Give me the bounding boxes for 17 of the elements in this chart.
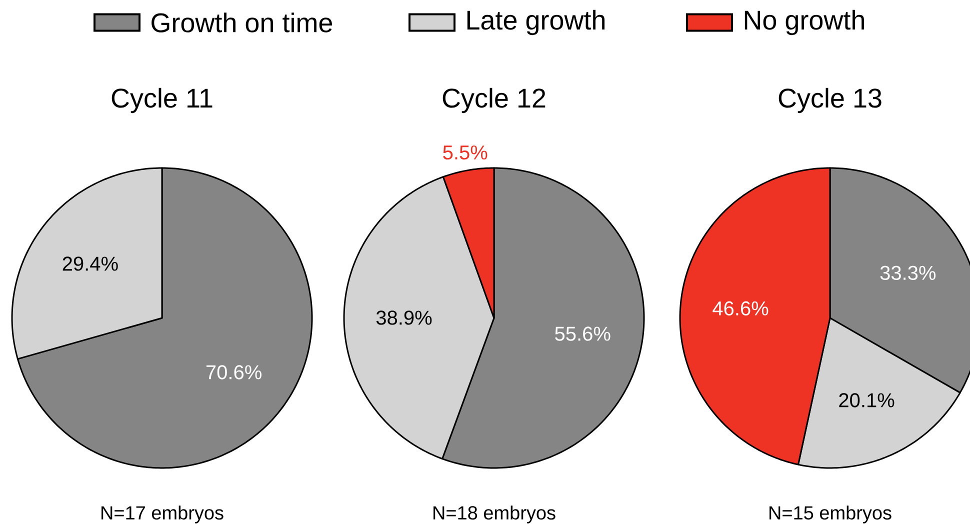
chart-title: Cycle 12 [442,88,546,114]
legend-label: Growth on time [152,12,332,32]
data-label: 5.5% [443,145,488,160]
data-label: 29.4% [62,256,118,271]
data-label: 38.9% [376,310,432,325]
data-label: 33.3% [880,266,936,280]
text: Cycle 11 [112,88,212,114]
data-label: 46.6% [712,301,768,316]
data-label: 70.6% [206,365,262,380]
chart-title: Cycle 13 [778,88,882,114]
text: N=18 embryos [434,506,556,524]
data-label: 20.1% [839,393,894,408]
data-label: 55.6% [555,326,610,341]
text: N=15 embryos [770,506,892,524]
legend-label: Late growth [467,10,605,36]
legend-label: No growth [744,10,864,36]
text: N=17 embryos [102,506,224,524]
